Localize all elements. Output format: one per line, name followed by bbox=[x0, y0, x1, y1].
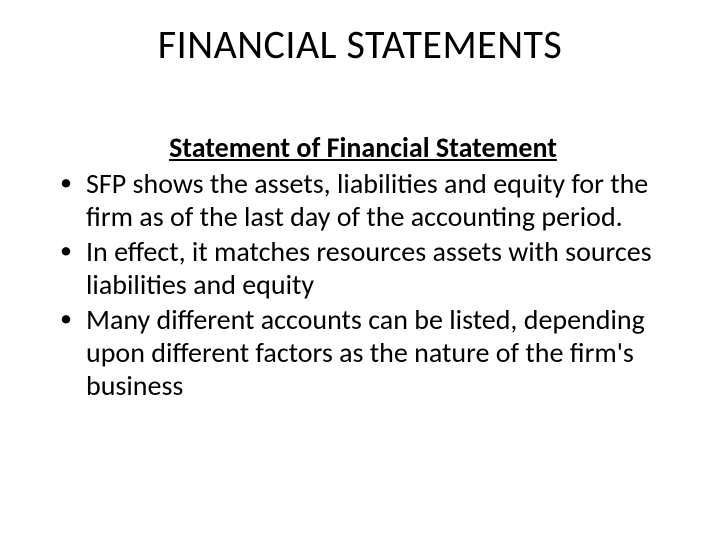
bullet-list: SFP shows the assets, liabilities and eq… bbox=[58, 167, 668, 402]
list-item: Many different accounts can be listed, d… bbox=[58, 303, 668, 402]
slide-title: FINANCIAL STATEMENTS bbox=[0, 20, 720, 69]
list-item: In effect, it matches resources assets w… bbox=[58, 235, 668, 301]
slide-body: Statement of Financial Statement SFP sho… bbox=[58, 130, 668, 404]
slide: FINANCIAL STATEMENTS Statement of Financ… bbox=[0, 0, 720, 540]
slide-subheading: Statement of Financial Statement bbox=[58, 130, 668, 165]
list-item: SFP shows the assets, liabilities and eq… bbox=[58, 167, 668, 233]
